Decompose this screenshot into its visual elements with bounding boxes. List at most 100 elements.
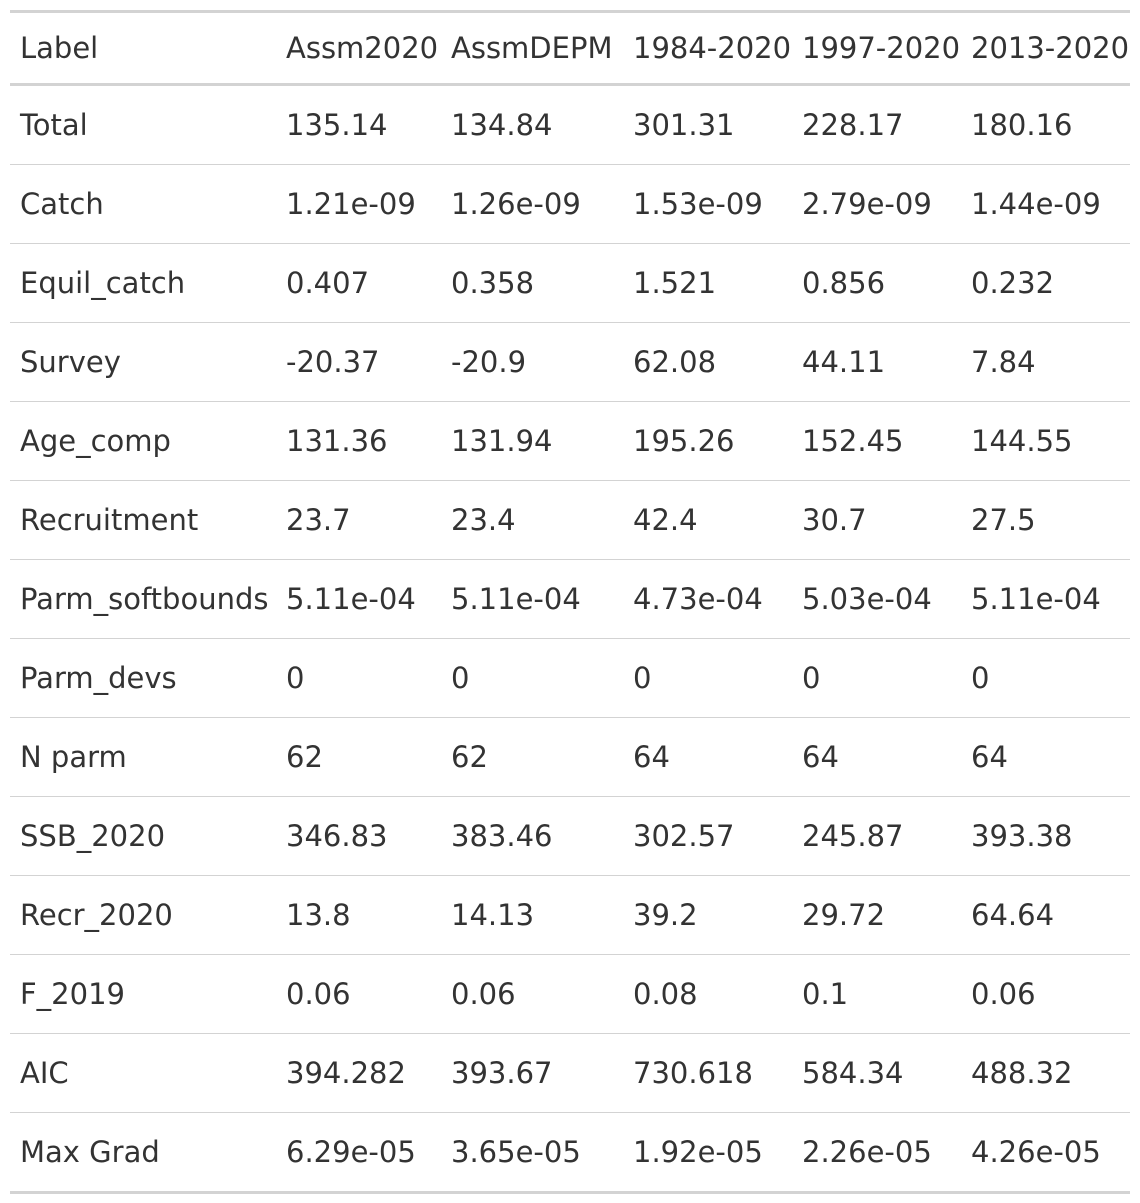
table-row: AIC 394.282 393.67 730.618 584.34 488.32 [10,1033,1130,1113]
row-label-cell: AIC [10,1033,276,1113]
value-cell: 62 [441,717,623,797]
table-header: Label Assm2020 AssmDEPM 1984-2020 1997-2020 2… [10,13,1130,86]
header-row: Label Assm2020 AssmDEPM 1984-2020 1997-2020 2… [10,13,1130,86]
row-label-cell: Equil_catch [10,243,276,323]
value-cell: 4.73e-04 [623,559,792,639]
table-row: Recr_2020 13.8 14.13 39.2 29.72 64.64 [10,875,1130,955]
value-cell: 64.64 [961,875,1130,955]
column-header-assm2020: Assm2020 [276,13,441,86]
table-row: SSB_2020 346.83 383.46 302.57 245.87 393.38 [10,796,1130,876]
table-row: Max Grad 6.29e-05 3.65e-05 1.92e-05 2.26e-05… [10,1112,1130,1191]
row-label-cell: Recruitment [10,480,276,560]
value-cell: 730.618 [623,1033,792,1113]
row-label-cell: Total [20,108,88,142]
value-cell: 0 [623,638,792,718]
value-cell: 62.08 [623,322,792,402]
value-cell: 134.84 [451,108,553,142]
value-cell: 1.21e-09 [276,164,441,244]
value-cell: 0.856 [792,243,961,323]
value-cell: 1.53e-09 [623,164,792,244]
value-cell: 64 [961,717,1130,797]
value-cell: 29.72 [792,875,961,955]
value-cell: 5.03e-04 [792,559,961,639]
column-header-2013-2020: 2013-2020 [961,13,1130,86]
value-cell: 131.36 [276,401,441,481]
value-cell: 0 [792,638,961,718]
value-cell: 0.358 [441,243,623,323]
value-cell: 5.11e-04 [276,559,441,639]
value-cell: 64 [623,717,792,797]
table-row: Parm_softbounds 5.11e-04 5.11e-04 4.73e-04 5… [10,559,1130,639]
column-header-1984-2020: 1984-2020 [623,13,792,86]
value-cell: 245.87 [792,796,961,876]
value-cell: 393.67 [441,1033,623,1113]
value-cell: 3.65e-05 [441,1112,623,1191]
value-cell: 195.26 [623,401,792,481]
value-cell: 0.407 [276,243,441,323]
value-cell: 144.55 [961,401,1130,481]
value-cell: 488.32 [961,1033,1130,1113]
value-cell: 0.1 [792,954,961,1034]
model-comparison-table: Label Assm2020 AssmDEPM 1984-2020 1997-2020 2… [10,13,1130,1191]
value-cell: 0.06 [441,954,623,1034]
value-cell: 394.282 [276,1033,441,1113]
value-cell: 0 [441,638,623,718]
value-cell: 131.94 [441,401,623,481]
value-cell: 152.45 [792,401,961,481]
value-cell: 42.4 [623,480,792,560]
value-cell: 1.26e-09 [441,164,623,244]
table-row: Equil_catch 0.407 0.358 1.521 0.856 0.232 [10,243,1130,323]
value-cell: 393.38 [961,796,1130,876]
value-cell: 0.06 [276,954,441,1034]
row-label-cell: N parm [10,717,276,797]
table-body: Total 135.14 134.84 301.31 228.17 180.16 Catch… [10,85,1130,1191]
row-label-cell: Survey [10,322,276,402]
column-header-assmdepm: AssmDEPM [441,13,623,86]
row-label-cell: Parm_devs [10,638,276,718]
value-cell: 23.4 [441,480,623,560]
value-cell: 39.2 [623,875,792,955]
value-cell: 2.79e-09 [792,164,961,244]
value-cell: 7.84 [961,322,1130,402]
value-cell: 23.7 [276,480,441,560]
value-cell: 64 [792,717,961,797]
table-row: Catch 1.21e-09 1.26e-09 1.53e-09 2.79e-09 1.4… [10,164,1130,244]
table-row: F_2019 0.06 0.06 0.08 0.1 0.06 [10,954,1130,1034]
value-cell: 1.521 [623,243,792,323]
row-label-cell: Catch [10,164,276,244]
value-cell: 30.7 [792,480,961,560]
value-cell: 301.31 [633,108,735,142]
row-label-cell: Max Grad [10,1112,276,1191]
value-cell: 14.13 [441,875,623,955]
value-cell: 346.83 [276,796,441,876]
value-cell: 584.34 [792,1033,961,1113]
row-label-cell: F_2019 [10,954,276,1034]
value-cell: 1.92e-05 [623,1112,792,1191]
value-cell: 5.11e-04 [961,559,1130,639]
table-row: Parm_devs 0 0 0 0 0 [10,638,1130,718]
table-row: N parm 62 62 64 64 64 [10,717,1130,797]
value-cell: 62 [276,717,441,797]
value-cell: 27.5 [961,480,1130,560]
value-cell: 135.14 [286,108,388,142]
value-cell: 0 [961,638,1130,718]
column-header-label: Label [10,13,276,86]
value-cell: 0.232 [961,243,1130,323]
value-cell: -20.37 [276,322,441,402]
column-header-1997-2020: 1997-2020 [792,13,961,86]
value-cell: 13.8 [276,875,441,955]
value-cell: -20.9 [441,322,623,402]
row-label-cell: Age_comp [10,401,276,481]
value-cell: 302.57 [623,796,792,876]
table-row: Total 135.14 134.84 301.31 228.17 180.16 [10,85,1130,165]
value-cell: 0.06 [961,954,1130,1034]
value-cell: 44.11 [792,322,961,402]
value-cell: 2.26e-05 [792,1112,961,1191]
table-row: Survey -20.37 -20.9 62.08 44.11 7.84 [10,322,1130,402]
table-row: Recruitment 23.7 23.4 42.4 30.7 27.5 [10,480,1130,560]
row-label-cell: Recr_2020 [10,875,276,955]
row-label-cell: SSB_2020 [10,796,276,876]
value-cell: 180.16 [971,108,1073,142]
value-cell: 6.29e-05 [276,1112,441,1191]
value-cell: 0.08 [623,954,792,1034]
